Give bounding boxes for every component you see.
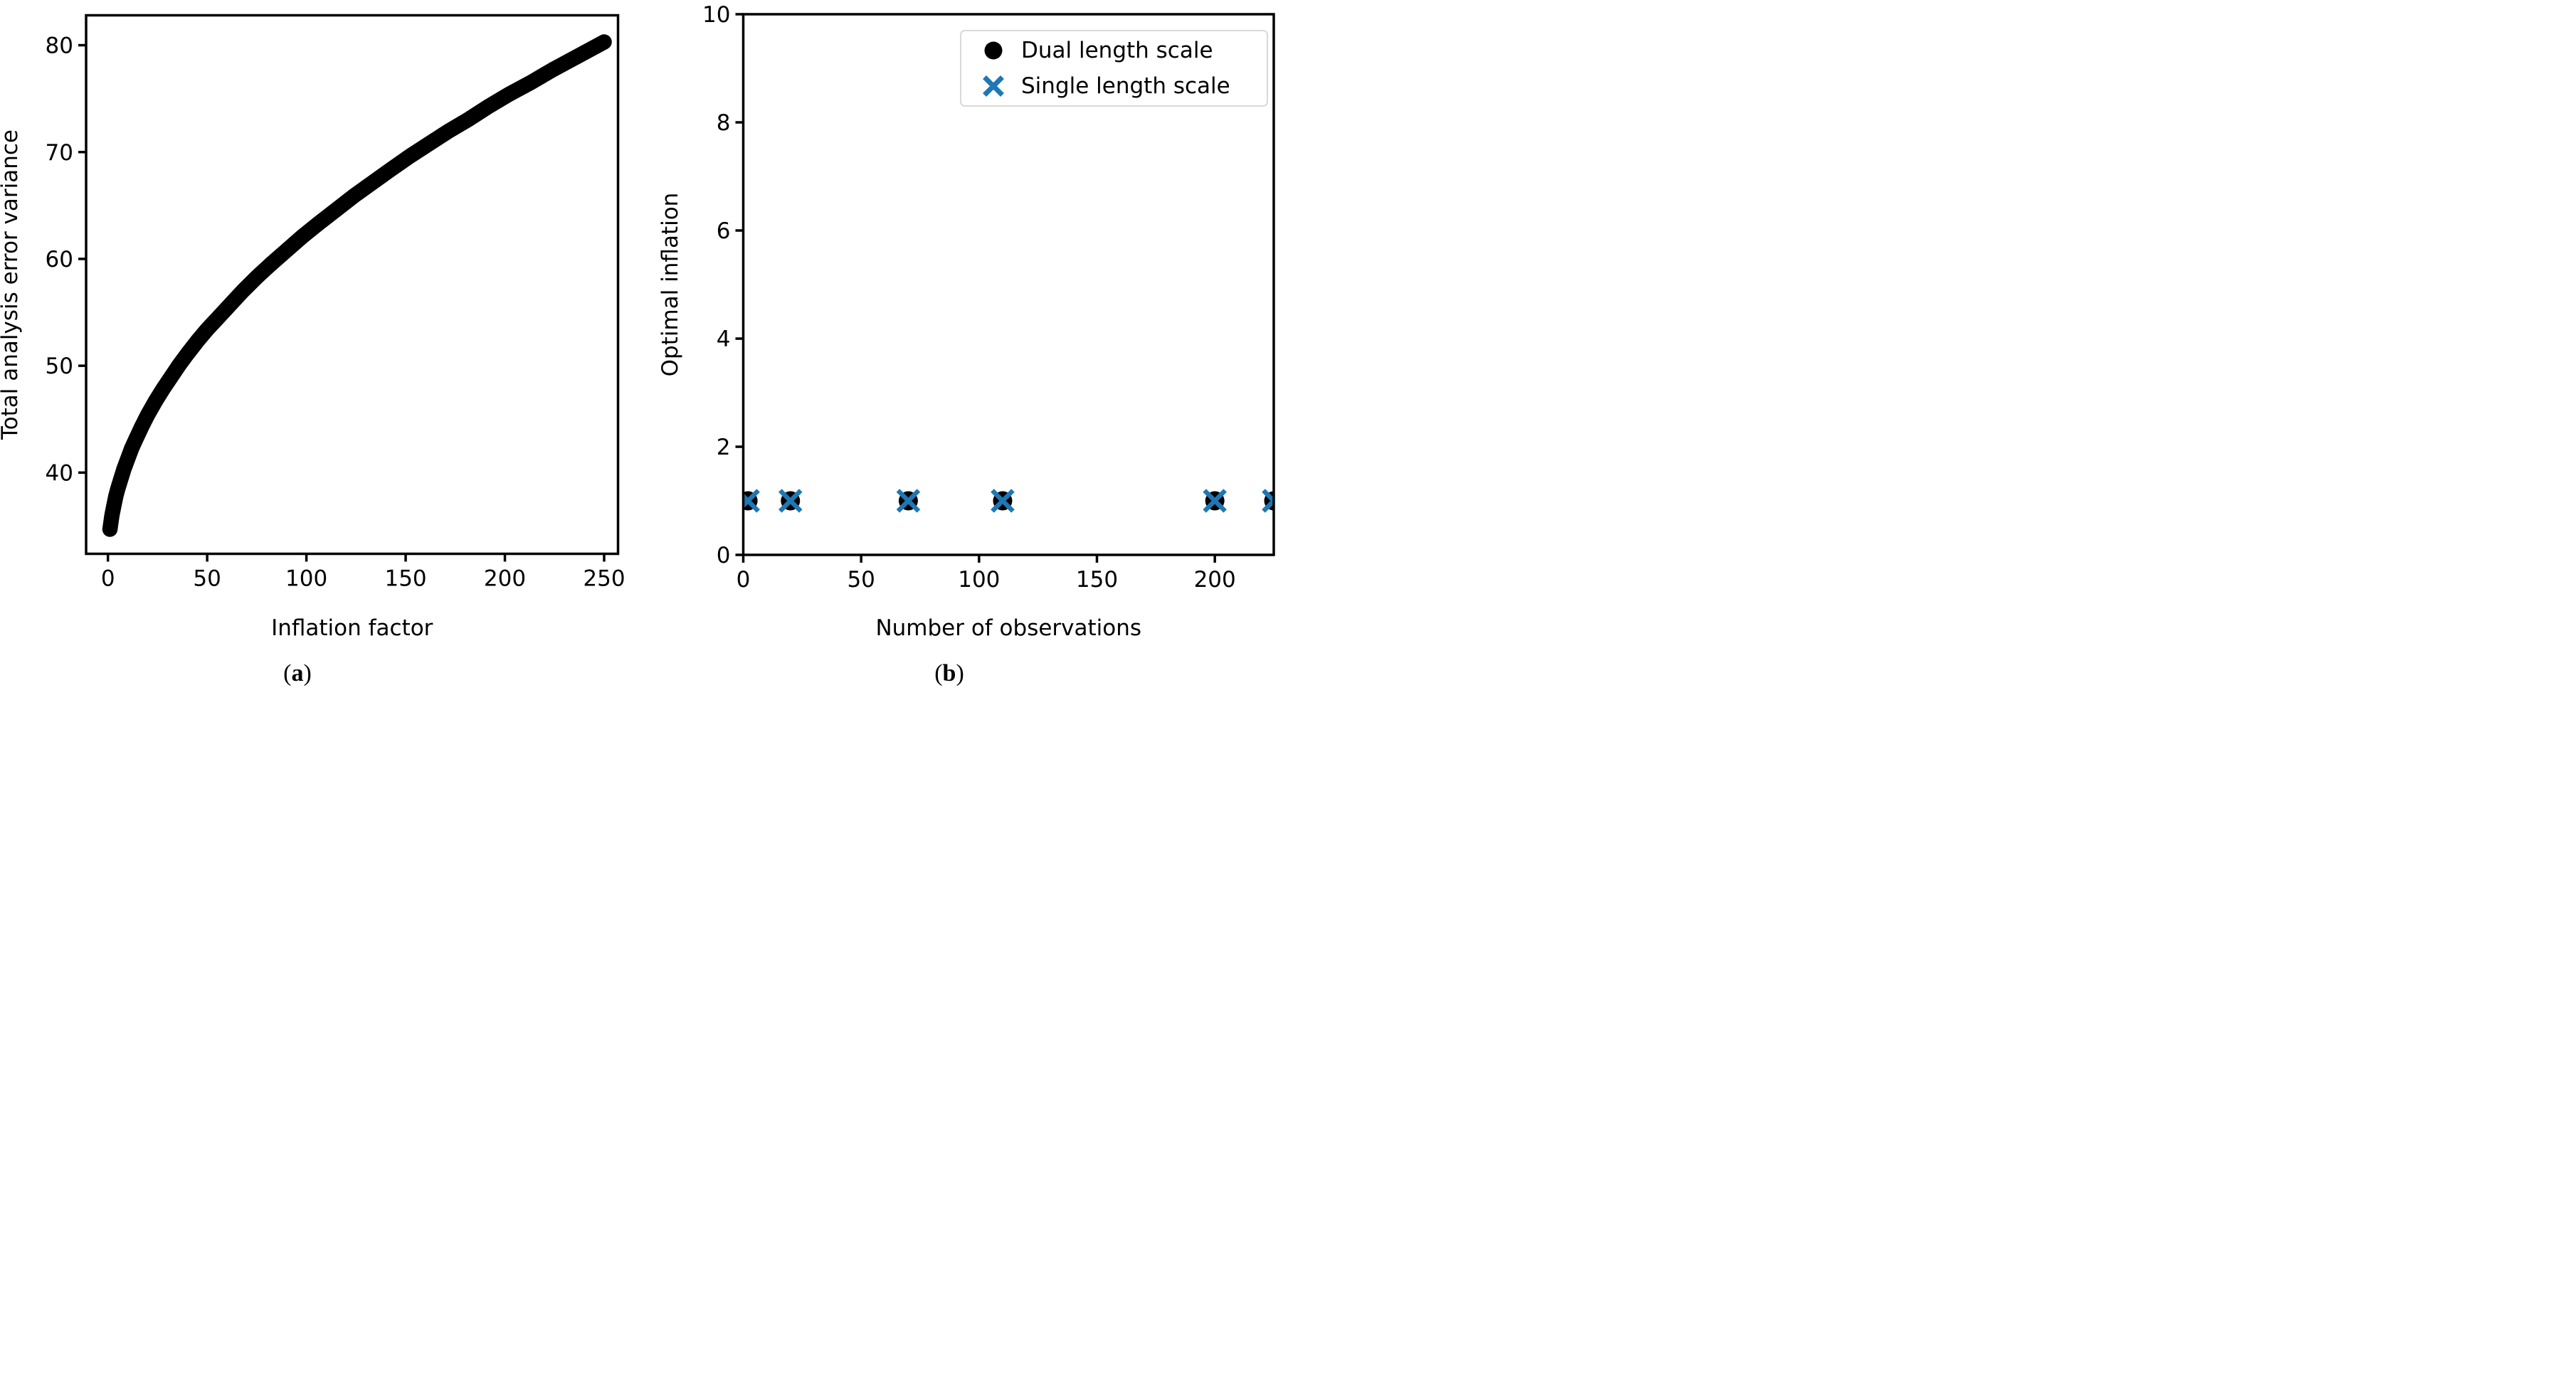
y-axis-label-a: Total analysis error variance — [0, 129, 23, 440]
axes-frame — [85, 14, 620, 556]
legend-label-single: Single length scale — [1021, 73, 1230, 99]
x-marker — [896, 489, 921, 513]
svg-text:10: 10 — [702, 2, 730, 28]
x-marker — [743, 489, 760, 513]
curve-a — [102, 34, 612, 537]
x-marker — [778, 489, 803, 513]
y-axis: 40 50 60 70 80 — [46, 33, 86, 486]
svg-text:80: 80 — [46, 33, 73, 59]
svg-text:4: 4 — [717, 327, 731, 352]
x-marker — [1203, 489, 1227, 513]
legend-row-single: Single length scale — [966, 68, 1262, 104]
legend-row-dual: Dual length scale — [966, 33, 1262, 68]
svg-text:40: 40 — [46, 460, 73, 486]
series-group — [102, 34, 612, 537]
svg-text:200: 200 — [484, 566, 526, 592]
svg-text:150: 150 — [1076, 567, 1118, 593]
svg-text:8: 8 — [717, 110, 731, 136]
dot-marker-icon — [966, 38, 1021, 63]
panel-a-chart: 0 50 100 150 200 250 40 50 60 70 80 Inflation facto… — [0, 14, 625, 641]
caption-a: (a) — [283, 660, 312, 686]
x-marker — [1262, 489, 1274, 513]
svg-text:250: 250 — [583, 566, 625, 592]
x-axis: 0 50 100 150 200 250 — [101, 553, 625, 592]
svg-text:0: 0 — [101, 566, 115, 592]
x-axis-label-a: Inflation factor — [271, 615, 433, 641]
caption-b: (b) — [934, 660, 964, 686]
x-axis-label-b: Number of observations — [875, 615, 1141, 641]
svg-text:6: 6 — [717, 218, 731, 244]
svg-text:70: 70 — [46, 140, 73, 166]
svg-text:50: 50 — [847, 567, 875, 593]
svg-text:50: 50 — [46, 354, 73, 379]
svg-text:100: 100 — [285, 566, 327, 592]
panel-b-chart: 0 50 100 150 200 0 2 4 6 8 10 Number of observation… — [658, 2, 1275, 641]
x-axis: 0 50 100 150 200 — [737, 555, 1236, 593]
x-marker — [991, 489, 1015, 513]
svg-text:100: 100 — [958, 567, 1000, 593]
svg-text:2: 2 — [717, 435, 731, 460]
axes-frame — [741, 13, 1275, 556]
legend: Dual length scale Single length scale — [960, 30, 1268, 107]
series-group — [743, 489, 1274, 513]
svg-text:150: 150 — [384, 566, 426, 592]
svg-text:50: 50 — [193, 566, 221, 592]
svg-text:0: 0 — [737, 567, 751, 593]
x-marker-icon — [966, 73, 1021, 99]
svg-text:200: 200 — [1194, 567, 1236, 593]
svg-text:60: 60 — [46, 247, 73, 272]
figure: 0 50 100 150 200 250 40 50 60 70 80 Inflation facto… — [0, 0, 1288, 697]
legend-label-dual: Dual length scale — [1021, 38, 1213, 63]
y-axis: 0 2 4 6 8 10 — [702, 2, 744, 568]
y-axis-label-b: Optimal inflation — [658, 193, 683, 377]
svg-text:0: 0 — [717, 543, 731, 568]
